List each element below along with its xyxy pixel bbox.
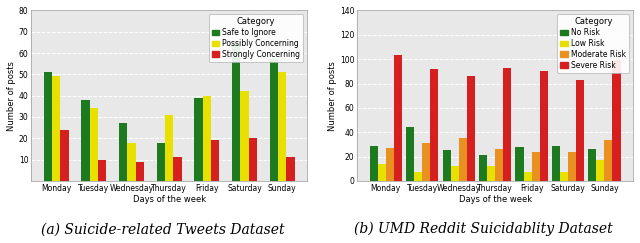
Bar [414, 172, 422, 181]
Bar [479, 155, 487, 181]
Bar [157, 143, 165, 181]
Bar [127, 143, 136, 181]
Bar [503, 68, 511, 181]
Bar [386, 148, 394, 181]
Bar [195, 98, 203, 181]
Bar [422, 143, 430, 181]
Bar [211, 140, 220, 181]
Bar [378, 164, 386, 181]
Bar [81, 100, 90, 181]
Bar [370, 146, 378, 181]
Bar [451, 166, 459, 181]
Legend: No Risk, Low Risk, Moderate Risk, Severe Risk: No Risk, Low Risk, Moderate Risk, Severe… [557, 14, 629, 73]
Bar [568, 152, 576, 181]
Text: (b) UMD Reddit Suicidablity Dataset: (b) UMD Reddit Suicidablity Dataset [354, 222, 612, 236]
X-axis label: Days of the week: Days of the week [132, 195, 206, 204]
Bar [430, 69, 438, 181]
Bar [612, 60, 621, 181]
Bar [596, 160, 604, 181]
Y-axis label: Number of posts: Number of posts [328, 61, 337, 131]
Bar [576, 80, 584, 181]
Bar [232, 43, 241, 181]
Bar [560, 172, 568, 181]
Bar [60, 130, 68, 181]
Bar [552, 146, 560, 181]
Bar [241, 91, 249, 181]
Bar [406, 127, 414, 181]
Bar [604, 139, 612, 181]
Text: (a) Suicide-related Tweets Dataset: (a) Suicide-related Tweets Dataset [42, 222, 285, 236]
Bar [515, 147, 524, 181]
Bar [540, 71, 548, 181]
X-axis label: Days of the week: Days of the week [458, 195, 532, 204]
Bar [588, 149, 596, 181]
Bar [270, 60, 278, 181]
Bar [119, 123, 127, 181]
Bar [165, 115, 173, 181]
Bar [459, 138, 467, 181]
Bar [443, 150, 451, 181]
Bar [136, 162, 144, 181]
Bar [52, 77, 60, 181]
Bar [495, 149, 503, 181]
Bar [203, 96, 211, 181]
Bar [98, 160, 106, 181]
Bar [286, 157, 294, 181]
Bar [467, 76, 475, 181]
Bar [90, 108, 98, 181]
Bar [524, 172, 532, 181]
Y-axis label: Number of posts: Number of posts [7, 61, 16, 131]
Bar [44, 72, 52, 181]
Legend: Safe to Ignore, Possibly Concerning, Strongly Concerning: Safe to Ignore, Possibly Concerning, Str… [209, 14, 303, 62]
Bar [249, 138, 257, 181]
Bar [278, 72, 286, 181]
Bar [487, 166, 495, 181]
Bar [394, 55, 402, 181]
Bar [532, 152, 540, 181]
Bar [173, 157, 182, 181]
